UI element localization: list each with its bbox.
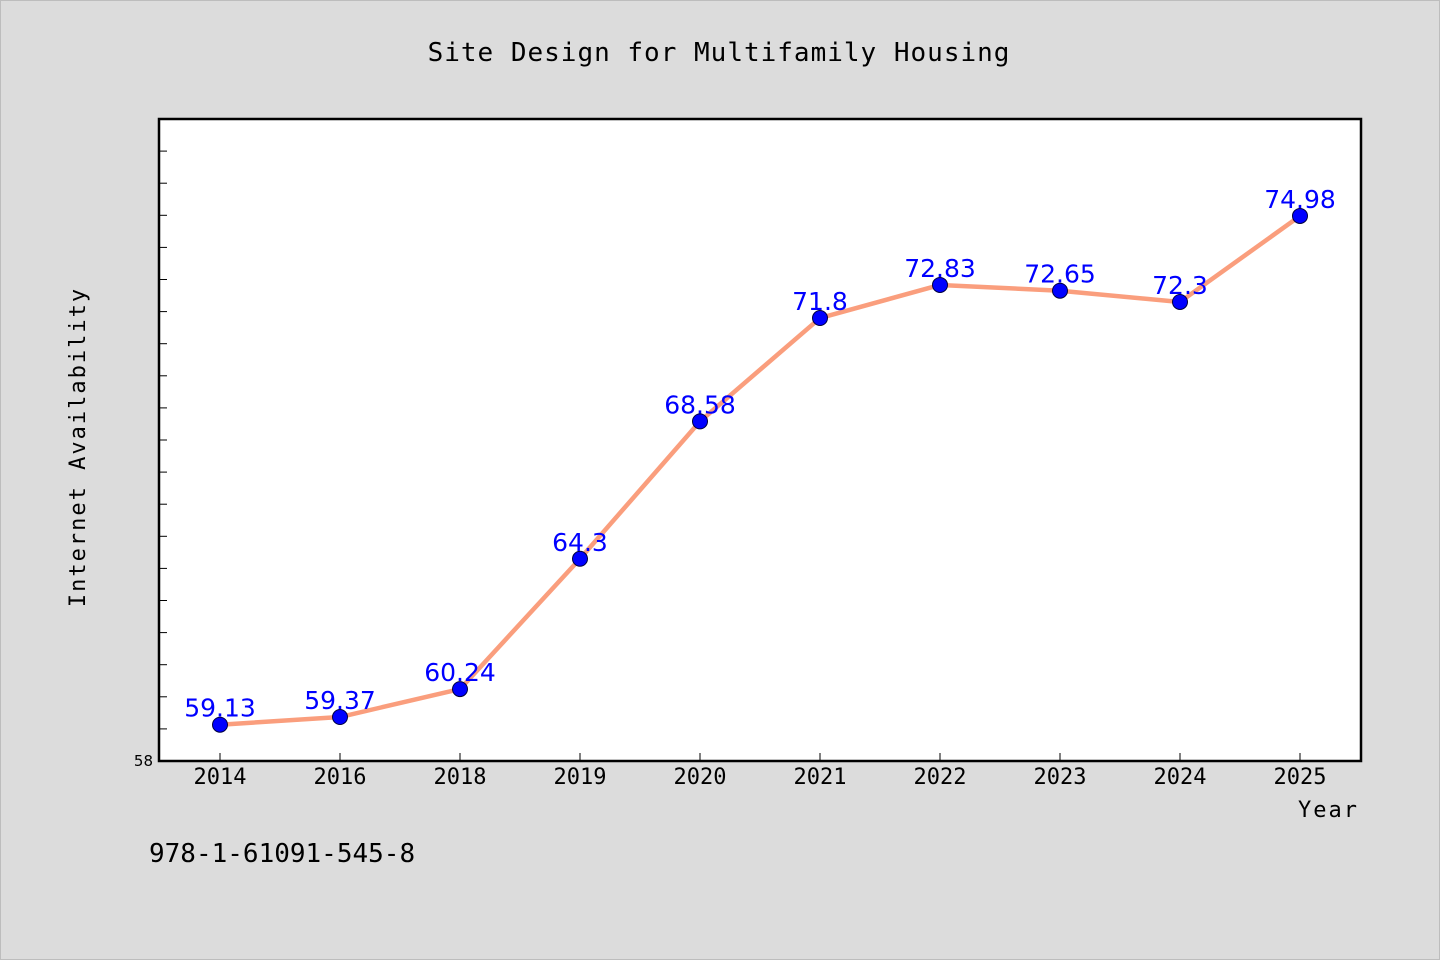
data-label-2014: 59.13 (184, 694, 256, 723)
x-tick-label: 2022 (914, 765, 967, 790)
x-tick-label: 2019 (554, 765, 607, 790)
data-label-2016: 59.37 (304, 686, 376, 715)
data-label-2025: 74.98 (1264, 185, 1336, 214)
data-label-2022: 72.83 (904, 254, 976, 283)
x-axis-label: Year (1298, 798, 1359, 823)
data-point-2023 (1052, 282, 1068, 299)
data-label-2024: 72.3 (1152, 271, 1208, 300)
y-axis-ticks: 58 (134, 150, 167, 770)
data-label-2019: 64.3 (552, 528, 608, 557)
data-point-2016 (332, 709, 348, 726)
x-tick-label: 2020 (674, 765, 727, 790)
data-points (212, 207, 1308, 733)
x-tick-label: 2025 (1274, 765, 1327, 790)
x-tick-label: 2016 (314, 765, 367, 790)
data-point-2021 (812, 310, 828, 327)
x-axis-ticks: 2014 2016 2018 2019 2020 2021 2022 2023 2024 2025 (194, 753, 1327, 790)
data-point-2022 (932, 276, 948, 293)
data-point-2024 (1172, 293, 1188, 310)
x-tick-label: 2023 (1034, 765, 1087, 790)
data-label-2023: 72.65 (1024, 260, 1096, 289)
data-point-2019 (572, 550, 588, 567)
series-line-group (217, 213, 1303, 727)
plot-area (157, 117, 1363, 763)
data-label-2020: 68.58 (664, 390, 736, 419)
data-point-2020 (692, 413, 708, 430)
x-tick-label: 2014 (194, 765, 247, 790)
data-labels: 59.13 59.37 60.24 64.3 68.58 71.8 72.83 72.65 72… (184, 185, 1336, 723)
y-tick-label: 58 (134, 752, 153, 770)
data-label-2021: 71.8 (792, 287, 848, 316)
data-label-2018: 60.24 (424, 658, 496, 687)
x-tick-label: 2021 (794, 765, 847, 790)
x-tick-label: 2024 (1154, 765, 1207, 790)
isbn-annotation: 978-1-61091-545-8 (149, 839, 415, 869)
data-point-2025 (1292, 207, 1308, 224)
y-axis-label: Internet Availability (66, 287, 91, 607)
x-tick-label: 2018 (434, 765, 487, 790)
data-point-2018 (452, 681, 468, 698)
chart-title: Site Design for Multifamily Housing (428, 38, 1011, 68)
series-line (217, 213, 1303, 727)
data-point-2014 (212, 716, 228, 733)
